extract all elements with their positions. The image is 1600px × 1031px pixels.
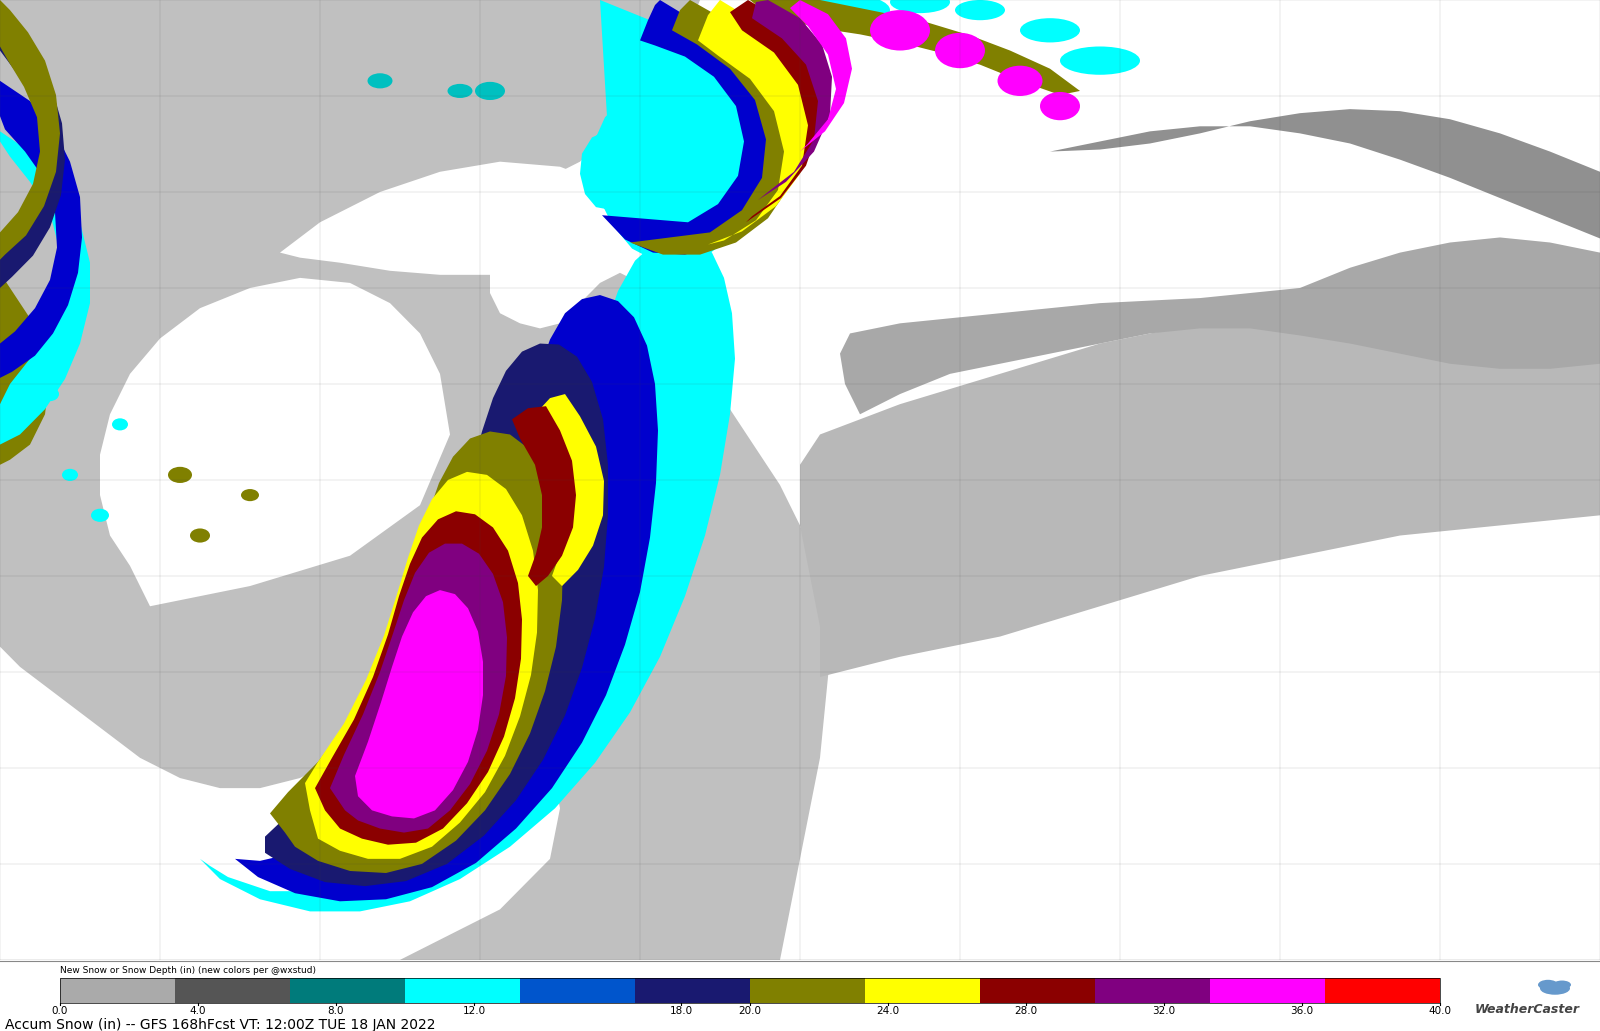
Text: 20.0: 20.0 [739, 1006, 762, 1017]
Text: 32.0: 32.0 [1152, 1006, 1176, 1017]
Polygon shape [534, 394, 605, 586]
Text: 36.0: 36.0 [1291, 1006, 1314, 1017]
Polygon shape [730, 0, 819, 223]
Text: 12.0: 12.0 [462, 1006, 485, 1017]
Text: 24.0: 24.0 [877, 1006, 899, 1017]
Ellipse shape [168, 467, 192, 483]
Text: New Snow or Snow Depth (in) (new colors per @wxstud): New Snow or Snow Depth (in) (new colors … [61, 966, 317, 975]
Ellipse shape [112, 419, 128, 430]
Polygon shape [602, 0, 781, 255]
Ellipse shape [1040, 92, 1080, 121]
Ellipse shape [190, 529, 210, 542]
Polygon shape [235, 295, 658, 901]
Ellipse shape [368, 73, 392, 89]
Polygon shape [266, 343, 608, 886]
Ellipse shape [890, 0, 950, 13]
Polygon shape [0, 10, 66, 288]
Polygon shape [750, 0, 1080, 95]
Polygon shape [1050, 109, 1600, 238]
Bar [750, 977, 866, 1002]
Polygon shape [698, 0, 813, 244]
Polygon shape [790, 0, 851, 152]
Polygon shape [490, 0, 1600, 960]
Ellipse shape [934, 33, 986, 68]
Bar [1210, 977, 1325, 1002]
Ellipse shape [242, 489, 259, 501]
Ellipse shape [62, 469, 78, 480]
Ellipse shape [955, 0, 1005, 21]
Polygon shape [280, 162, 621, 275]
Bar [290, 977, 405, 1002]
Ellipse shape [810, 0, 890, 26]
Bar [866, 977, 979, 1002]
Polygon shape [840, 237, 1600, 414]
Text: Accum Snow (in) -- GFS 168hFcst VT: 12:00Z TUE 18 JAN 2022: Accum Snow (in) -- GFS 168hFcst VT: 12:0… [5, 1019, 435, 1031]
Polygon shape [330, 543, 507, 833]
Ellipse shape [1021, 19, 1080, 42]
Ellipse shape [1538, 979, 1558, 990]
Bar [520, 977, 635, 1002]
Polygon shape [0, 131, 90, 444]
Ellipse shape [997, 66, 1043, 96]
Text: 4.0: 4.0 [190, 1006, 206, 1017]
Polygon shape [0, 0, 61, 260]
Polygon shape [512, 406, 576, 586]
Bar [61, 977, 174, 1002]
Polygon shape [306, 472, 538, 859]
Bar [979, 977, 1094, 1002]
Polygon shape [0, 273, 50, 465]
Ellipse shape [448, 84, 472, 98]
Text: 18.0: 18.0 [669, 1006, 693, 1017]
Polygon shape [315, 511, 522, 844]
Polygon shape [800, 313, 1600, 677]
Bar [1094, 977, 1210, 1002]
Bar [1325, 977, 1440, 1002]
Bar [405, 977, 520, 1002]
Polygon shape [0, 80, 82, 378]
Ellipse shape [475, 81, 506, 100]
Ellipse shape [91, 508, 109, 522]
Text: 40.0: 40.0 [1429, 1006, 1451, 1017]
Ellipse shape [42, 387, 59, 401]
Polygon shape [579, 0, 765, 263]
Polygon shape [0, 646, 560, 960]
Polygon shape [630, 0, 800, 255]
Polygon shape [270, 431, 563, 873]
Text: 8.0: 8.0 [328, 1006, 344, 1017]
Bar [174, 977, 290, 1002]
Ellipse shape [870, 10, 930, 51]
Polygon shape [99, 278, 450, 606]
Text: 28.0: 28.0 [1014, 1006, 1037, 1017]
Ellipse shape [1554, 980, 1571, 989]
Text: WeatherCaster: WeatherCaster [1475, 1003, 1581, 1017]
Polygon shape [582, 374, 643, 617]
Text: 0.0: 0.0 [51, 1006, 69, 1017]
Bar [635, 977, 750, 1002]
Ellipse shape [1059, 46, 1139, 75]
Ellipse shape [1539, 982, 1570, 995]
Polygon shape [752, 0, 832, 200]
Polygon shape [355, 590, 483, 819]
Polygon shape [200, 234, 734, 911]
Bar [61, 977, 1440, 1002]
